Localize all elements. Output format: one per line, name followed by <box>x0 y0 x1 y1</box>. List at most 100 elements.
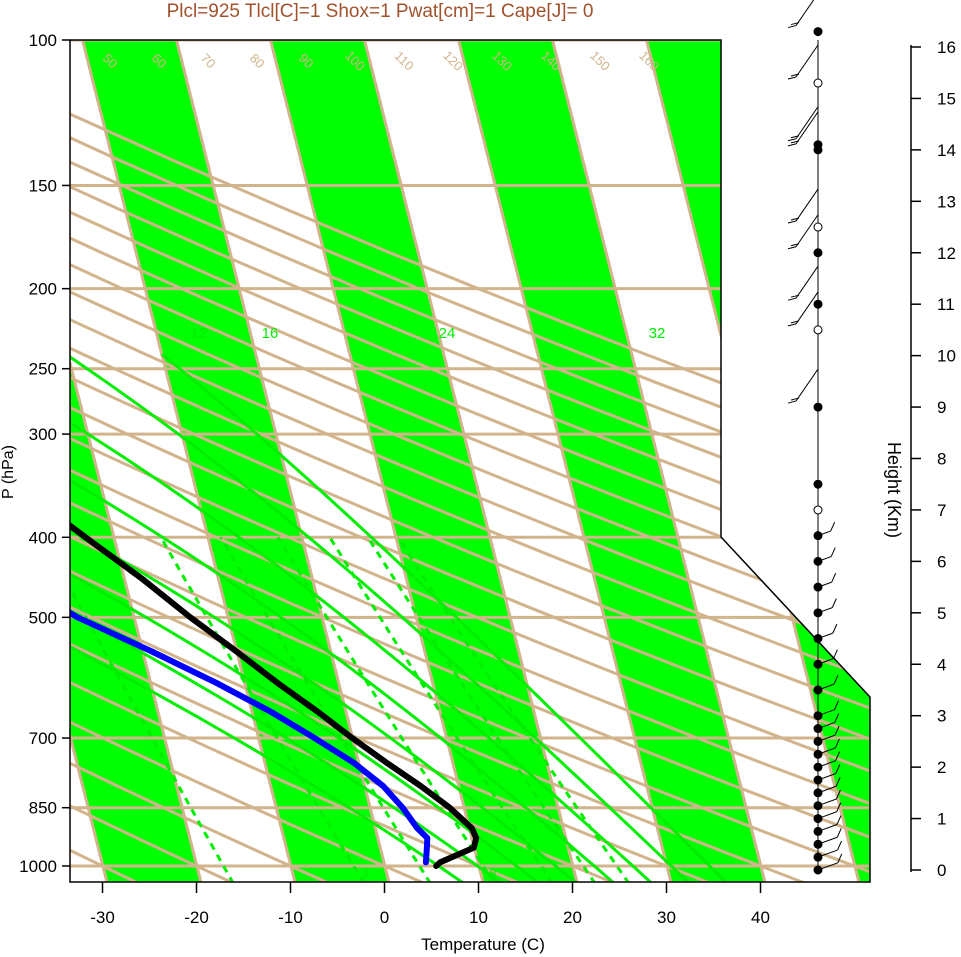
wind-barb-flag <box>835 789 841 800</box>
wind-level-marker <box>813 325 823 335</box>
mixing-ratio-line <box>276 536 496 882</box>
plot-frame <box>69 39 871 883</box>
pressure-tick-label: 400 <box>29 528 57 547</box>
wind-barb <box>795 106 819 140</box>
wind-barb <box>795 368 819 402</box>
wind-barb-flag <box>787 143 797 147</box>
height-tick-label: 6 <box>937 552 946 571</box>
dry-adiabat-line <box>70 40 870 882</box>
dry-adiabat-line <box>70 40 870 882</box>
dry-adiabat-line <box>70 40 338 882</box>
wind-barb <box>817 773 837 781</box>
wind-level-marker <box>813 27 823 37</box>
height-tick-label: 2 <box>937 758 946 777</box>
wind-level-marker <box>813 222 823 232</box>
wind-barb <box>817 556 832 562</box>
wind-barb <box>817 798 837 807</box>
pressure-tick-label: 1000 <box>19 857 57 876</box>
height-tick-label: 16 <box>937 38 956 57</box>
height-tick-label: 3 <box>937 707 946 726</box>
dry-adiabat-line <box>70 40 870 882</box>
wind-barb-flag <box>787 323 797 327</box>
wind-barb-flag <box>835 777 841 787</box>
mixing-ratio-lines <box>70 536 631 882</box>
wind-level-marker <box>813 402 823 412</box>
wind-barb-flag <box>787 25 797 29</box>
isotherm-label: 150 <box>587 48 613 74</box>
isotherm-line <box>70 40 203 882</box>
y-axis-label: P (hPa) <box>0 445 17 499</box>
isotherm-label: 30 <box>847 638 875 666</box>
dry-adiabat-line <box>70 40 434 882</box>
wind-barb <box>817 607 833 614</box>
wind-level-marker <box>813 140 823 150</box>
temperature-tick-label: 10 <box>469 908 488 927</box>
height-tick-label: 7 <box>937 501 946 520</box>
mixing-ratio-line <box>328 536 554 882</box>
wind-barb-flag <box>790 294 800 298</box>
height-tick-label: 13 <box>937 192 956 211</box>
wind-barb-flag <box>790 217 800 221</box>
isotherm-label: 20 <box>726 225 754 253</box>
mixing-ratio-label: 3 <box>361 866 368 881</box>
height-axis-label: Height (Km) <box>884 442 904 538</box>
pressure-tick-label: 700 <box>29 729 57 748</box>
mixing-ratio-line <box>396 536 631 882</box>
height-tick-label: 8 <box>937 450 946 469</box>
sounding-profiles <box>70 64 480 869</box>
isotherm-line <box>70 40 109 882</box>
temperature-tick-label: -10 <box>278 908 303 927</box>
wind-barb-flag <box>830 521 836 532</box>
dry-adiabat-line <box>70 40 870 882</box>
isotherm-label: 70 <box>198 50 219 71</box>
wind-barb-flag <box>790 73 800 77</box>
wind-barb <box>817 824 838 832</box>
wind-level-marker <box>813 78 823 88</box>
wind-barb <box>817 721 835 730</box>
wind-barb <box>817 811 837 820</box>
height-tick-label: 15 <box>937 89 956 108</box>
dry-adiabat-line <box>70 40 870 882</box>
wind-barb <box>817 747 836 755</box>
temperature-tick-label: -30 <box>90 908 115 927</box>
wind-barb-flag <box>837 840 842 851</box>
height-tick-label: 12 <box>937 244 956 263</box>
wind-level-marker <box>813 505 823 515</box>
dry-adiabat-line <box>70 40 870 882</box>
wind-barb <box>817 658 834 665</box>
pressure-axis: 100 150 200 250 300 400 500 700 850 1000 <box>19 31 70 876</box>
wind-barb-flag <box>835 764 841 774</box>
height-tick-label: 4 <box>937 655 946 674</box>
isotherm-band <box>270 40 577 882</box>
pressure-tick-label: 100 <box>29 31 57 50</box>
wind-barb-flag <box>787 76 797 80</box>
wind-barb-flag <box>787 297 797 301</box>
wind-level-marker <box>813 248 823 258</box>
wind-barb-flag <box>790 22 800 26</box>
wind-barb-flag <box>832 623 838 634</box>
isotherm-label: 10 <box>726 333 754 361</box>
wind-barb-flag <box>834 700 839 710</box>
wind-barb-flag <box>835 751 841 761</box>
wind-barb-flag <box>836 828 842 838</box>
temperature-axis: -30 -20 -10 0 10 20 30 40 <box>90 882 770 927</box>
dry-adiabat-line <box>70 40 243 882</box>
isotherm-label: 80 <box>247 50 268 71</box>
pressure-tick-label: 300 <box>29 425 57 444</box>
dry-adiabat-line <box>70 40 870 882</box>
wind-barb-flag <box>790 135 800 139</box>
pressure-tick-label: 500 <box>29 608 57 627</box>
moist-adiabat-line <box>70 352 691 882</box>
dry-adiabat-line <box>70 40 816 882</box>
dry-adiabat-line <box>70 40 870 882</box>
dewpoint-line <box>70 64 431 866</box>
dry-adiabat-line <box>70 40 870 882</box>
moist-adiabat-label: 32 <box>649 325 666 342</box>
wind-barb-flag <box>834 738 840 749</box>
wind-barb-flag <box>787 220 797 224</box>
wind-barb-flag <box>831 598 837 608</box>
x-axis-label: Temperature (C) <box>421 935 545 954</box>
wind-barb-flag <box>830 547 836 557</box>
